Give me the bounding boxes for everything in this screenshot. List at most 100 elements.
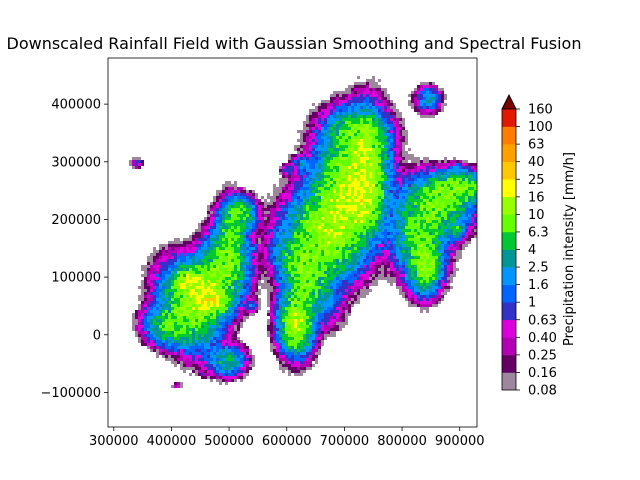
rain-cell bbox=[222, 208, 225, 211]
rain-cell bbox=[297, 154, 300, 157]
rain-cell bbox=[432, 241, 435, 244]
rain-cell bbox=[438, 109, 441, 112]
rain-cell bbox=[372, 247, 375, 250]
rain-cell bbox=[372, 85, 375, 88]
rain-cell bbox=[372, 196, 375, 199]
rain-cell bbox=[309, 211, 312, 214]
rain-cell bbox=[426, 97, 429, 100]
rain-cell bbox=[378, 85, 381, 88]
rain-cell bbox=[339, 127, 342, 130]
rain-cell bbox=[432, 253, 435, 256]
rain-cell bbox=[312, 103, 315, 106]
rain-cell bbox=[183, 280, 186, 283]
rain-cell bbox=[264, 244, 267, 247]
rain-cell bbox=[435, 247, 438, 250]
rain-cell bbox=[345, 214, 348, 217]
rain-cell bbox=[195, 247, 198, 250]
rain-cell bbox=[348, 268, 351, 271]
rain-cell bbox=[243, 205, 246, 208]
rain-cell bbox=[435, 280, 438, 283]
rain-cell bbox=[420, 88, 423, 91]
rain-cell bbox=[459, 253, 462, 256]
rain-cell bbox=[231, 232, 234, 235]
rain-cell bbox=[246, 292, 249, 295]
rain-cell bbox=[330, 112, 333, 115]
rain-cell bbox=[333, 121, 336, 124]
rain-cell bbox=[315, 235, 318, 238]
rain-cell bbox=[156, 295, 159, 298]
rain-cell bbox=[234, 193, 237, 196]
rain-cell bbox=[399, 256, 402, 259]
rain-cell bbox=[354, 82, 357, 85]
rain-cell bbox=[471, 193, 474, 196]
rain-cell bbox=[372, 250, 375, 253]
rain-cell bbox=[291, 271, 294, 274]
rain-cell bbox=[426, 205, 429, 208]
rain-cell bbox=[354, 178, 357, 181]
rain-cell bbox=[426, 190, 429, 193]
rain-cell bbox=[444, 175, 447, 178]
rain-cell bbox=[204, 244, 207, 247]
rain-cell bbox=[402, 223, 405, 226]
rain-cell bbox=[465, 172, 468, 175]
rain-cell bbox=[321, 232, 324, 235]
rain-cell bbox=[255, 292, 258, 295]
rain-cell bbox=[309, 238, 312, 241]
rain-cell bbox=[249, 256, 252, 259]
rain-cell bbox=[453, 226, 456, 229]
rain-cell bbox=[147, 265, 150, 268]
rain-cell bbox=[453, 232, 456, 235]
rain-cell bbox=[321, 100, 324, 103]
rain-cell bbox=[204, 229, 207, 232]
rain-cell bbox=[396, 283, 399, 286]
rain-cell bbox=[387, 265, 390, 268]
rain-cell bbox=[258, 271, 261, 274]
rain-cell bbox=[174, 274, 177, 277]
rain-cell bbox=[396, 235, 399, 238]
rain-cell bbox=[393, 127, 396, 130]
rain-cell bbox=[309, 196, 312, 199]
rain-cell bbox=[426, 160, 429, 163]
rain-cell bbox=[258, 259, 261, 262]
rain-cell bbox=[327, 100, 330, 103]
rain-cell bbox=[354, 202, 357, 205]
rain-cell bbox=[318, 247, 321, 250]
rain-cell bbox=[396, 226, 399, 229]
rain-cell bbox=[438, 208, 441, 211]
rain-cell bbox=[222, 223, 225, 226]
rain-cell bbox=[372, 172, 375, 175]
rain-cell bbox=[327, 241, 330, 244]
rain-cell bbox=[282, 217, 285, 220]
rain-cell bbox=[378, 97, 381, 100]
rain-cell bbox=[327, 235, 330, 238]
rain-cell bbox=[372, 148, 375, 151]
rain-cell bbox=[297, 151, 300, 154]
rain-cell bbox=[360, 286, 363, 289]
rain-cell bbox=[354, 133, 357, 136]
rain-cell bbox=[153, 292, 156, 295]
rain-cell bbox=[270, 208, 273, 211]
rain-cell bbox=[324, 247, 327, 250]
rain-cell bbox=[297, 226, 300, 229]
rain-cell bbox=[309, 133, 312, 136]
rain-cell bbox=[243, 286, 246, 289]
rain-cell bbox=[357, 97, 360, 100]
rain-cell bbox=[291, 166, 294, 169]
rain-cell bbox=[438, 199, 441, 202]
rain-cell bbox=[255, 286, 258, 289]
rain-cell bbox=[390, 223, 393, 226]
rain-cell bbox=[432, 172, 435, 175]
rain-cell bbox=[417, 190, 420, 193]
rain-cell bbox=[318, 175, 321, 178]
rain-cell bbox=[213, 277, 216, 280]
rain-cell bbox=[303, 145, 306, 148]
rain-cell bbox=[429, 220, 432, 223]
rain-cell bbox=[300, 175, 303, 178]
rain-cell bbox=[357, 289, 360, 292]
rain-cell bbox=[336, 115, 339, 118]
rain-cell bbox=[318, 172, 321, 175]
rain-cell bbox=[162, 274, 165, 277]
rain-cell bbox=[150, 274, 153, 277]
rain-cell bbox=[327, 166, 330, 169]
rain-cell bbox=[414, 262, 417, 265]
